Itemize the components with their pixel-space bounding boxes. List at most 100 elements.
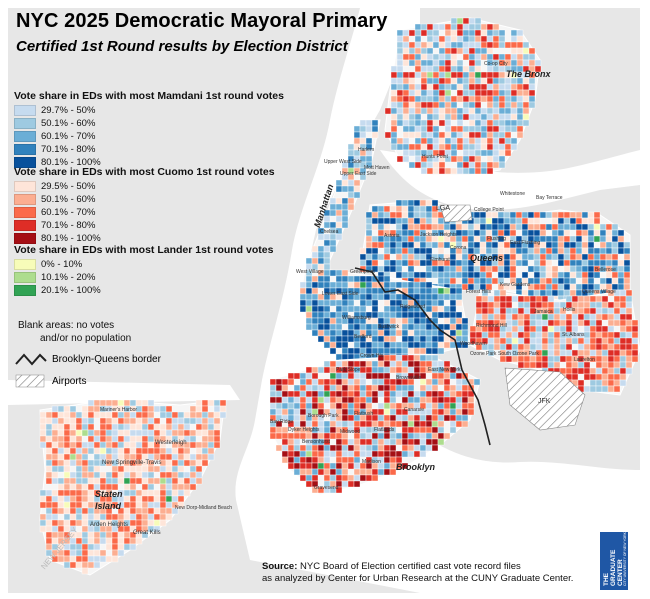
ed-cell: [401, 199, 409, 207]
ed-cell: [335, 275, 343, 283]
ed-cell: [317, 335, 325, 343]
label-borough-park: Borough Park: [308, 413, 339, 419]
ed-cell: [371, 281, 379, 289]
ed-cell: [389, 293, 397, 301]
ed-cell: [545, 211, 553, 219]
ed-cell: [408, 119, 416, 127]
ed-cell: [159, 501, 167, 509]
ed-cell: [605, 235, 613, 243]
ed-cell: [335, 474, 343, 482]
ed-cell: [383, 468, 391, 476]
ed-cell: [183, 429, 191, 437]
ed-cell: [129, 489, 137, 497]
ed-cell: [407, 396, 415, 404]
ed-cell: [57, 483, 65, 491]
ed-cell: [547, 361, 555, 369]
ed-cell: [431, 402, 439, 410]
ed-cell: [341, 335, 349, 343]
ed-cell: [547, 325, 555, 333]
ed-cell: [474, 83, 482, 91]
ed-cell: [389, 211, 397, 219]
ed-cell: [335, 233, 343, 241]
ed-cell: [426, 95, 434, 103]
ed-cell: [335, 390, 343, 398]
ed-cell: [492, 119, 500, 127]
ed-cell: [468, 53, 476, 61]
ed-cell: [305, 384, 313, 392]
ed-cell: [553, 343, 561, 351]
ed-cell: [461, 420, 469, 428]
ed-cell: [281, 402, 289, 410]
ed-cell: [462, 65, 470, 73]
ed-cell: [461, 408, 469, 416]
ed-cell: [69, 477, 77, 485]
ed-cell: [171, 471, 179, 479]
ed-cell: [402, 83, 410, 91]
ed-cell: [450, 155, 458, 163]
ed-cell: [510, 137, 518, 145]
ed-cell: [63, 405, 71, 413]
ed-cell: [474, 47, 482, 55]
ed-cell: [455, 223, 463, 231]
ed-cell: [75, 489, 83, 497]
ed-cell: [505, 337, 513, 345]
ed-cell: [401, 323, 409, 331]
ed-cell: [359, 119, 367, 127]
ed-cell: [419, 223, 427, 231]
ed-cell: [129, 429, 137, 437]
ed-cell: [269, 402, 277, 410]
ed-cell: [559, 313, 567, 321]
ed-cell: [395, 311, 403, 319]
ed-cell: [419, 432, 427, 440]
ed-cell: [341, 179, 349, 187]
ed-cell: [275, 396, 283, 404]
ed-cell: [577, 295, 585, 303]
ed-cell: [607, 367, 615, 375]
ed-cell: [329, 269, 337, 277]
ed-cell: [401, 281, 409, 289]
ed-cell: [492, 23, 500, 31]
ed-cell: [504, 95, 512, 103]
ed-cell: [111, 531, 119, 539]
ed-cell: [389, 241, 397, 249]
ed-cell: [93, 513, 101, 521]
label-east-new-york: East New York: [428, 367, 461, 373]
ed-cell: [401, 414, 409, 422]
ed-cell: [431, 341, 439, 349]
ed-cell: [587, 259, 595, 267]
ed-cell: [510, 53, 518, 61]
brooklyn-queens-border: [354, 267, 491, 446]
ed-cell: [390, 71, 398, 79]
ed-cell: [395, 265, 403, 273]
ed-cell: [455, 317, 463, 325]
ed-cell: [577, 319, 585, 327]
ed-cell: [492, 41, 500, 49]
label-brooklyn: Brooklyn: [396, 462, 436, 472]
ed-cell: [487, 313, 495, 321]
ed-cell: [117, 429, 125, 437]
ed-cell: [383, 217, 391, 225]
ed-cell: [353, 378, 361, 386]
ed-cell: [553, 313, 561, 321]
ed-cell: [323, 221, 331, 229]
ed-cell: [396, 53, 404, 61]
ed-cell: [329, 390, 337, 398]
ed-cell: [305, 480, 313, 488]
ed-cell: [601, 349, 609, 357]
ed-cell: [213, 423, 221, 431]
ed-cell: [413, 444, 421, 452]
ed-cell: [402, 95, 410, 103]
ed-cell: [359, 474, 367, 482]
ed-cell: [383, 253, 391, 261]
ed-cell: [444, 71, 452, 79]
ed-cell: [365, 119, 373, 127]
ed-cell: [456, 107, 464, 115]
ed-cell: [522, 113, 530, 121]
ed-cell: [498, 83, 506, 91]
ed-cell: [456, 155, 464, 163]
ed-cell: [75, 513, 83, 521]
ed-cell: [359, 293, 367, 301]
ed-cell: [371, 311, 379, 319]
ed-cell: [81, 423, 89, 431]
ed-cell: [69, 495, 77, 503]
